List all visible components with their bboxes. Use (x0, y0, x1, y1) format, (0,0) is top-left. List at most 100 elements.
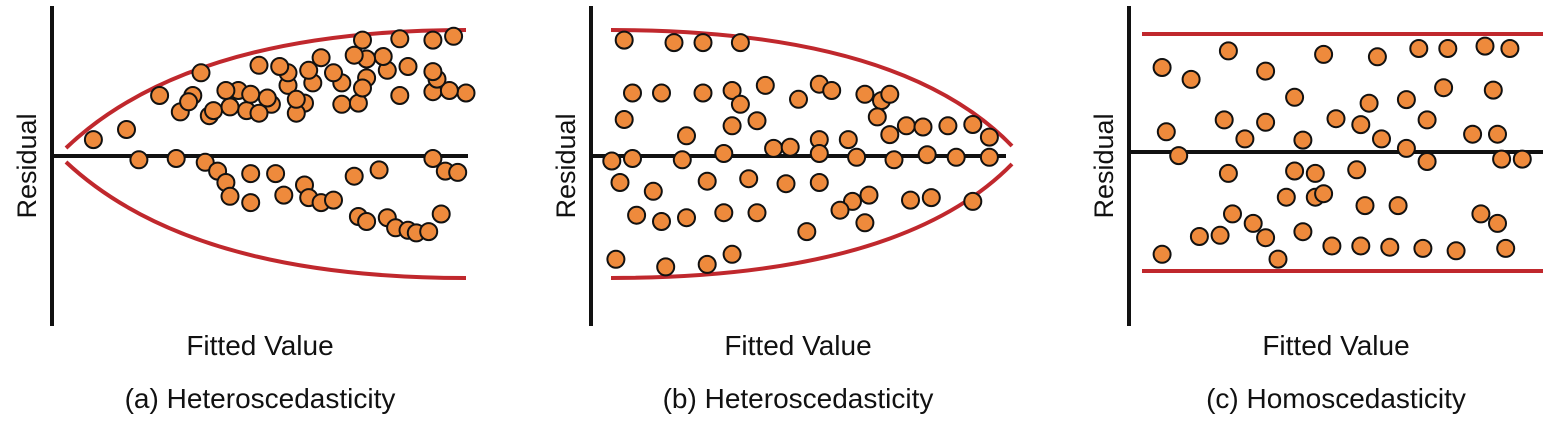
data-point (697, 171, 717, 191)
data-point (677, 126, 696, 146)
data-point (730, 94, 750, 114)
data-point (1218, 41, 1238, 61)
y-axis-label: Residual (551, 113, 581, 218)
data-point (1235, 129, 1255, 149)
data-point (1210, 225, 1230, 245)
data-point (880, 84, 900, 104)
data-point (880, 125, 900, 145)
data-point (764, 138, 784, 158)
data-point (946, 147, 966, 167)
data-point (220, 97, 240, 117)
data-point (652, 212, 671, 231)
data-point (1483, 80, 1503, 100)
data-point (344, 45, 364, 65)
data-point (652, 83, 671, 103)
data-point (1181, 69, 1201, 89)
data-point (286, 89, 306, 109)
data-point (1223, 204, 1242, 224)
data-point (1496, 238, 1516, 258)
panel-title: (c) Homoscedasticity (1206, 383, 1466, 414)
data-point (656, 257, 676, 277)
data-point (1189, 227, 1209, 246)
data-point (917, 145, 937, 165)
data-point (1256, 112, 1276, 132)
data-point (1214, 110, 1234, 130)
data-point (332, 94, 352, 114)
data-point (1380, 237, 1400, 257)
data-point (963, 191, 983, 211)
panel-title: (b) Heteroscedasticity (663, 383, 934, 414)
data-point (979, 127, 999, 147)
data-point (191, 63, 211, 83)
data-point (373, 47, 393, 66)
data-point (1256, 61, 1276, 81)
data-point (602, 151, 622, 171)
data-point (963, 115, 983, 134)
data-point (353, 78, 372, 98)
data-point (1347, 160, 1367, 180)
data-point (423, 62, 443, 82)
data-point (357, 212, 377, 231)
data-point (1446, 241, 1466, 261)
data-point (730, 33, 750, 53)
data-point (274, 185, 294, 205)
panel-a: Residual Fitted Value (a) Heteroscedasti… (12, 6, 476, 414)
data-point (1434, 78, 1454, 98)
data-point (1314, 44, 1334, 64)
data-point (1152, 58, 1172, 77)
data-point (938, 116, 958, 136)
data-point (1293, 222, 1313, 242)
x-axis-label: Fitted Value (186, 330, 333, 361)
data-point (1322, 236, 1342, 256)
data-point (439, 81, 459, 100)
data-point (444, 26, 464, 46)
data-point (627, 205, 647, 225)
data-point (747, 111, 767, 131)
data-point (623, 149, 642, 168)
data-point (398, 57, 418, 76)
data-point (1471, 204, 1491, 224)
x-axis-label: Fitted Value (1262, 330, 1409, 361)
data-point (664, 33, 684, 53)
data-point (979, 147, 999, 167)
data-point (1413, 238, 1433, 258)
data-point (789, 89, 808, 109)
data-point (353, 30, 372, 50)
y-axis-label: Residual (12, 113, 42, 218)
data-point (179, 92, 199, 112)
envelope-upper (610, 28, 1014, 148)
data-point (311, 48, 331, 68)
data-point (921, 188, 941, 208)
data-point (643, 181, 663, 201)
data-point (1475, 36, 1495, 56)
data-point (390, 29, 410, 49)
data-point (1351, 115, 1371, 135)
data-point (859, 185, 879, 205)
data-point (755, 75, 775, 95)
data-point (722, 81, 742, 100)
data-point (216, 81, 236, 100)
envelope-lower (64, 160, 467, 280)
data-point (896, 116, 916, 136)
data-point (270, 57, 290, 76)
data-point (117, 120, 136, 139)
data-point (693, 83, 713, 103)
data-point (1268, 249, 1288, 269)
data-point (266, 164, 286, 184)
data-point (913, 117, 933, 137)
data-point (241, 193, 261, 213)
data-points (83, 26, 476, 243)
data-point (257, 88, 277, 108)
data-point (606, 249, 626, 269)
data-point (431, 204, 451, 224)
data-point (830, 200, 850, 220)
data-point (1355, 196, 1375, 216)
data-point (1500, 39, 1520, 58)
data-point (780, 137, 800, 157)
data-point (419, 222, 439, 242)
data-point (614, 30, 634, 50)
data-point (299, 60, 319, 80)
data-point (1492, 149, 1512, 169)
panel-c: Residual Fitted Value (c) Homoscedastici… (1089, 6, 1543, 414)
